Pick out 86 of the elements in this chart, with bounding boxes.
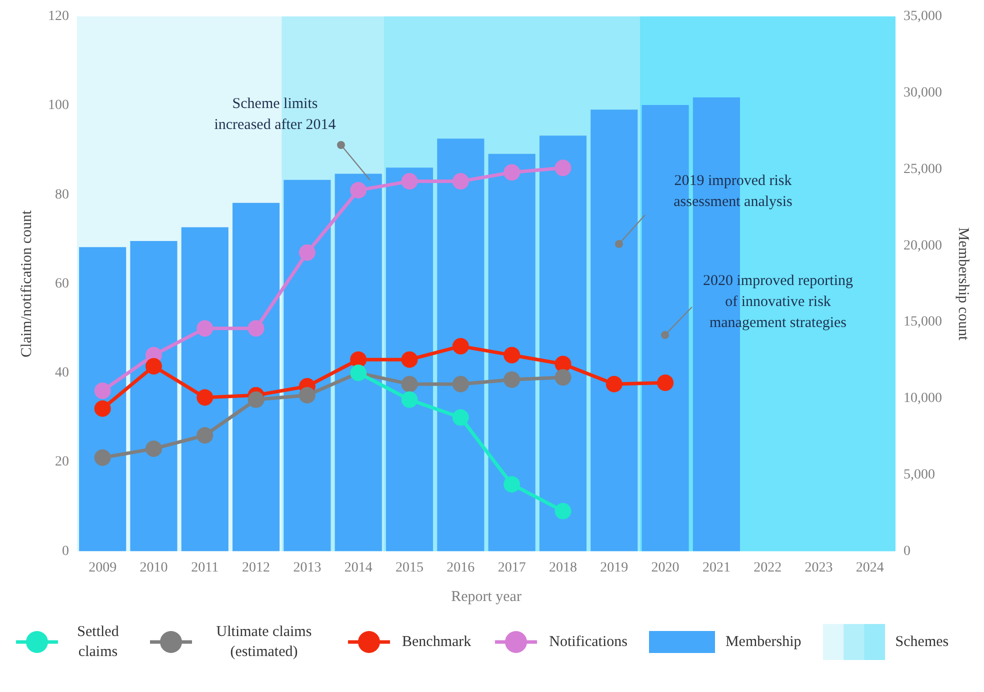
legend-label: Ultimate claims (estimated) xyxy=(215,623,313,662)
y-tick-label: 0 xyxy=(62,544,69,559)
point xyxy=(452,338,469,354)
point xyxy=(196,427,214,444)
point xyxy=(94,449,111,466)
annotation: Scheme limits increased after 2014 xyxy=(214,96,336,133)
x-tick-label: 2009 xyxy=(88,560,117,576)
point xyxy=(657,374,674,391)
x-tick-label: 2024 xyxy=(856,560,884,576)
point xyxy=(145,440,162,457)
point xyxy=(350,351,367,368)
x-tick-label: 2021 xyxy=(702,560,730,576)
bar xyxy=(590,110,638,552)
y2-tick-label: 35,000 xyxy=(904,9,942,24)
point xyxy=(196,389,214,406)
point xyxy=(504,346,520,364)
y2-tick-label: 0 xyxy=(904,544,910,559)
x-tick-label: 2020 xyxy=(651,560,680,576)
annotation: 2020 improved reporting of innovative risk management strategies xyxy=(703,273,854,331)
point xyxy=(94,400,111,417)
bar xyxy=(437,138,484,552)
y-axis-title: Claim/notification count xyxy=(18,209,35,358)
point xyxy=(145,358,162,374)
x-tick-label: 2012 xyxy=(242,560,270,576)
y-tick-label: 20 xyxy=(55,454,69,470)
legend-label: Settled claims xyxy=(76,623,120,662)
y2-tick-label: 10,000 xyxy=(904,391,942,406)
y-tick-label: 120 xyxy=(48,9,69,24)
bar xyxy=(130,241,178,552)
y2-tick-label: 30,000 xyxy=(904,85,942,100)
point xyxy=(248,320,264,337)
bar xyxy=(284,180,331,552)
point xyxy=(401,391,418,408)
point xyxy=(350,182,367,198)
y-tick-label: 40 xyxy=(55,366,69,381)
point xyxy=(452,409,469,426)
point xyxy=(504,371,520,388)
point xyxy=(196,320,214,337)
x-tick-label: 2017 xyxy=(498,560,526,576)
bar xyxy=(232,202,280,552)
point xyxy=(298,244,316,261)
point xyxy=(401,351,418,368)
point xyxy=(554,356,572,372)
x-tick-label: 2023 xyxy=(804,560,833,576)
point xyxy=(401,173,418,190)
x-tick-label: 2010 xyxy=(140,560,168,576)
y2-axis-title: Membership count xyxy=(955,227,972,342)
bar xyxy=(539,136,587,552)
legend-label: Notifications xyxy=(549,633,628,652)
point xyxy=(94,382,111,400)
bar xyxy=(181,227,228,552)
legend-label: Membership xyxy=(725,633,802,652)
x-tick-label: 2019 xyxy=(600,560,628,576)
legend-label: Benchmark xyxy=(402,633,472,652)
bar xyxy=(79,247,126,552)
bar xyxy=(386,168,434,552)
x-tick-label: 2014 xyxy=(344,560,372,576)
point xyxy=(401,376,418,392)
y2-tick-label: 5,000 xyxy=(904,467,935,482)
y2-tick-label: 25,000 xyxy=(904,162,942,177)
y-tick-label: 60 xyxy=(55,276,69,292)
text: Schemes xyxy=(895,633,949,652)
point xyxy=(452,376,469,392)
bar xyxy=(334,174,382,552)
x-tick-label: 2022 xyxy=(754,560,782,576)
x-tick-label: 2015 xyxy=(396,560,424,576)
x-axis-title: Report year xyxy=(451,588,522,605)
x-tick-label: 2013 xyxy=(293,560,322,576)
bar xyxy=(488,154,536,552)
point xyxy=(554,369,572,386)
point xyxy=(554,502,572,520)
y-tick-label: 100 xyxy=(48,98,69,114)
point xyxy=(248,391,264,408)
y2-tick-label: 15,000 xyxy=(904,314,942,330)
x-tick-label: 2018 xyxy=(548,560,577,576)
point xyxy=(504,476,520,493)
point xyxy=(452,173,469,190)
y2-tick-label: 20,000 xyxy=(904,238,942,254)
x-tick-label: 2016 xyxy=(446,560,475,576)
annotation: 2019 improved risk assessment analysis xyxy=(674,173,793,210)
point xyxy=(554,160,572,176)
point xyxy=(298,386,316,404)
point xyxy=(606,376,622,392)
x-tick-label: 2011 xyxy=(191,560,219,576)
y-tick-label: 80 xyxy=(55,187,69,202)
point xyxy=(504,164,520,181)
